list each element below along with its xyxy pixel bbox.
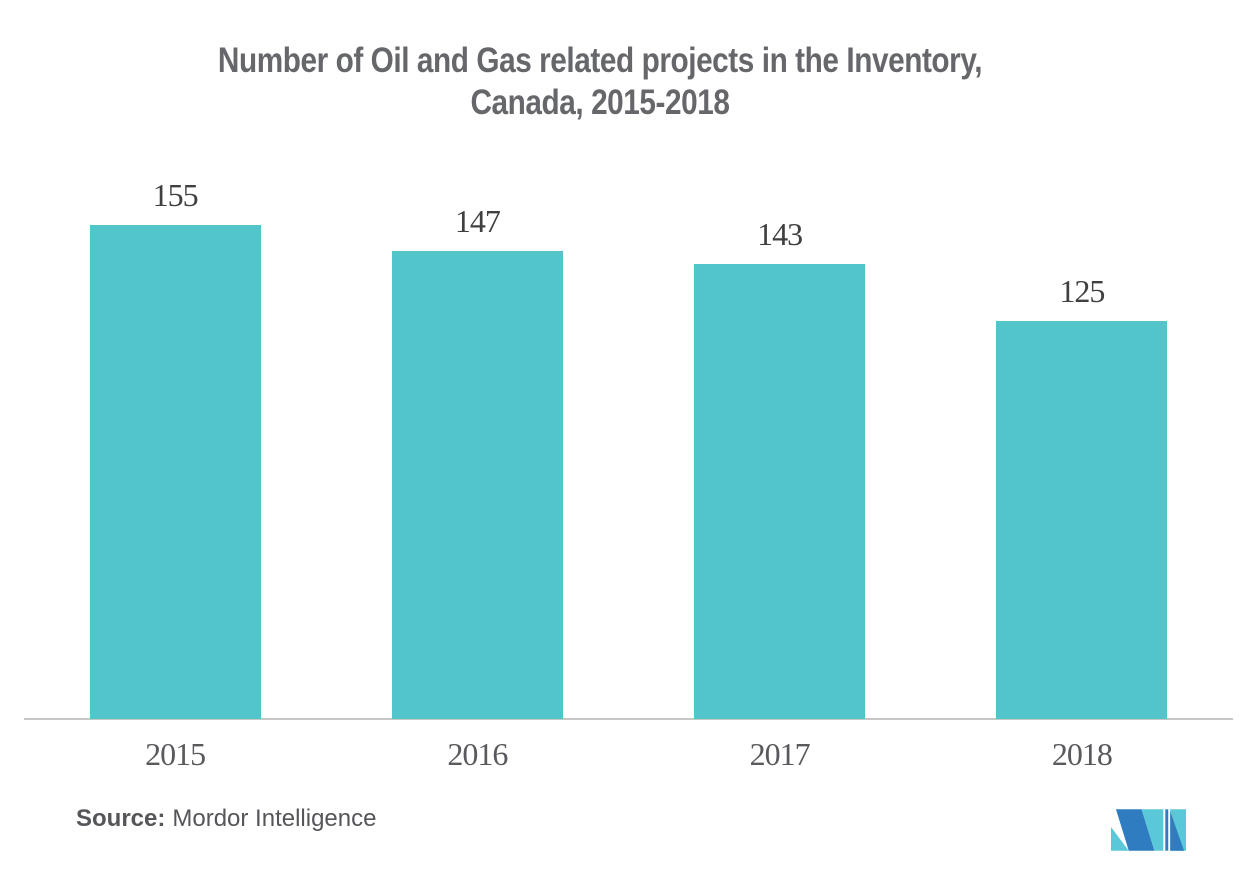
chart-title: Number of Oil and Gas related projects i… <box>0 40 1200 124</box>
x-axis-label: 2015 <box>145 736 206 772</box>
source-label: Source: <box>76 805 166 832</box>
x-axis-label: 2017 <box>749 736 811 772</box>
bar <box>996 320 1168 719</box>
bar <box>694 263 866 719</box>
bar-value-label: 125 <box>1059 272 1105 309</box>
bar-value-label: 143 <box>757 215 803 252</box>
x-axis-label: 2018 <box>1051 736 1113 772</box>
mordor-intelligence-logo <box>1111 809 1187 851</box>
bar-value-label: 155 <box>152 177 199 214</box>
bar <box>391 250 563 719</box>
x-axis-label: 2016 <box>447 736 508 772</box>
source-text: Mordor Intelligence <box>172 805 377 832</box>
chart-title-line-1: Number of Oil and Gas related projects i… <box>217 41 983 80</box>
logo-left-triangle <box>1111 827 1129 851</box>
bar <box>89 225 261 719</box>
logo-vertical-bar <box>1165 809 1169 851</box>
bar-value-label: 147 <box>454 202 501 239</box>
source-note: Source: Mordor Intelligence <box>76 804 376 834</box>
logo-diagonal-band-blue <box>1115 809 1155 851</box>
chart-title-line-2: Canada, 2015-2018 <box>470 83 730 122</box>
x-axis-line <box>24 718 1233 720</box>
logo-diagonal-band-teal <box>1141 809 1164 851</box>
